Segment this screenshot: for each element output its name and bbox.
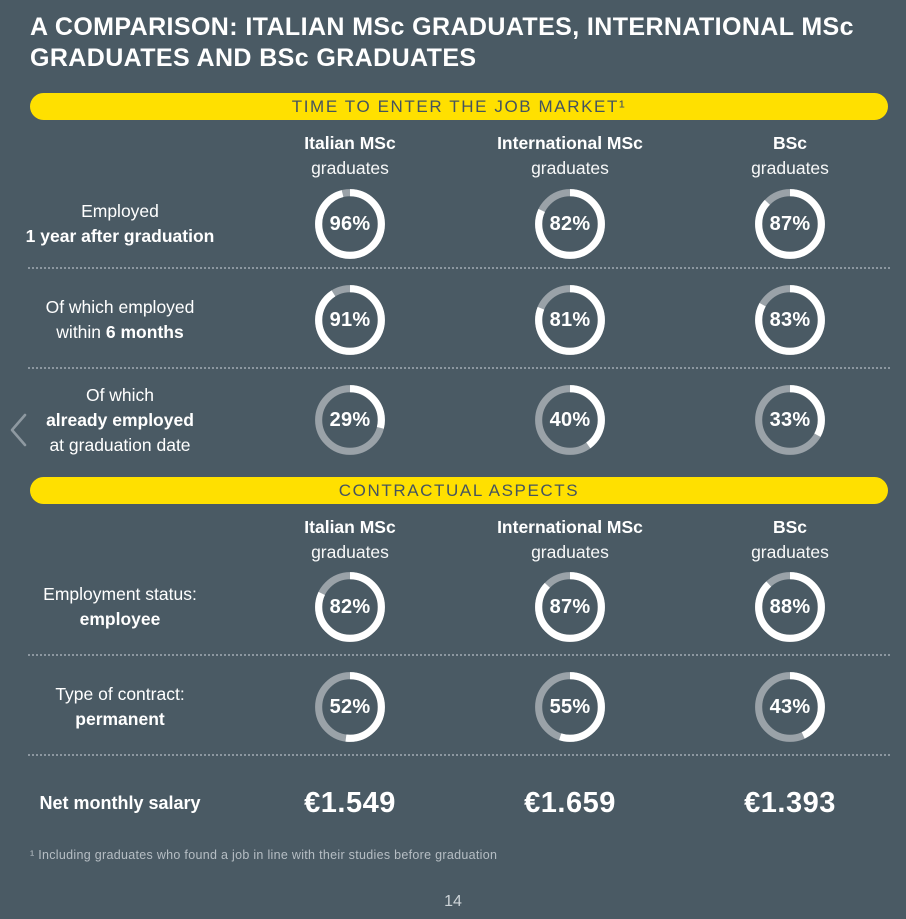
donut-chart: 81% [532, 282, 608, 358]
section-banner-contractual-aspects: CONTRACTUAL ASPECTS [30, 477, 888, 504]
salary-value-international-msc: €1.659 [524, 786, 616, 819]
donut-chart: 40% [532, 382, 608, 458]
column-header-international-msc: International MSc graduates [497, 133, 643, 178]
dotted-divider [28, 267, 890, 269]
chevron-left-icon [10, 413, 27, 447]
donut-percentage: 87% [769, 212, 811, 235]
salary-value-italian-msc: €1.549 [304, 786, 396, 819]
donut-chart: 83% [752, 282, 828, 358]
donut-percentage: 82% [329, 595, 371, 618]
salary-value-bsc: €1.393 [744, 786, 836, 819]
donut-chart: 33% [752, 382, 828, 458]
donut-percentage: 96% [329, 212, 371, 235]
table-row-contract-type: Type of contract: permanent 52% 55% 43% [0, 669, 900, 745]
column-headers: Italian MSc graduates International MSc … [0, 128, 900, 184]
section-banner-time-to-enter: TIME TO ENTER THE JOB MARKET¹ [30, 93, 888, 120]
donut-chart: 87% [752, 186, 828, 262]
column-header-international-msc: International MSc graduates [497, 517, 643, 562]
donut-chart: 87% [532, 569, 608, 645]
page-title: A COMPARISON: ITALIAN MSc GRADUATES, INT… [30, 13, 854, 72]
donut-percentage: 87% [549, 595, 591, 618]
donut-percentage: 83% [769, 308, 811, 331]
column-header-italian-msc: Italian MSc graduates [304, 133, 396, 178]
donut-chart: 88% [752, 569, 828, 645]
table-row-employment-status: Employment status: employee 82% 87% 88% [0, 569, 900, 645]
column-header-bsc: BSc graduates [751, 133, 829, 178]
row-label: Employment status: employee [43, 584, 197, 629]
page-number: 14 [444, 893, 462, 910]
donut-percentage: 55% [549, 695, 591, 718]
donut-percentage: 29% [329, 408, 371, 431]
donut-percentage: 91% [329, 308, 371, 331]
dotted-divider [28, 367, 890, 369]
dotted-divider [28, 654, 890, 656]
donut-chart: 29% [312, 382, 388, 458]
previous-page-chevron[interactable] [6, 411, 30, 449]
column-header-bsc: BSc graduates [751, 517, 829, 562]
donut-percentage: 43% [769, 695, 811, 718]
footnote: ¹ Including graduates who found a job in… [30, 848, 498, 862]
donut-chart: 82% [312, 569, 388, 645]
donut-chart: 82% [532, 186, 608, 262]
donut-chart: 96% [312, 186, 388, 262]
table-row-employed-at-graduation: Of which already employed at graduation … [0, 382, 900, 458]
donut-chart: 43% [752, 669, 828, 745]
row-label: Net monthly salary [39, 792, 201, 813]
donut-chart: 52% [312, 669, 388, 745]
donut-percentage: 40% [549, 408, 591, 431]
donut-chart: 91% [312, 282, 388, 358]
column-headers: Italian MSc graduates International MSc … [0, 512, 900, 568]
donut-percentage: 88% [769, 595, 811, 618]
table-row-net-monthly-salary: Net monthly salary €1.549 €1.659 €1.393 [0, 775, 900, 831]
column-header-italian-msc: Italian MSc graduates [304, 517, 396, 562]
donut-percentage: 81% [549, 308, 591, 331]
table-row-employed-1-year: Employed 1 year after graduation 96% 82%… [0, 186, 900, 262]
donut-percentage: 82% [549, 212, 591, 235]
table-row-employed-6-months: Of which employed within 6 months 91% 81… [0, 282, 900, 358]
donut-percentage: 52% [329, 695, 371, 718]
donut-percentage: 33% [769, 408, 811, 431]
row-label: Of which employed within 6 months [45, 297, 195, 342]
row-label: Of which already employed at graduation … [46, 384, 194, 455]
row-label: Employed 1 year after graduation [25, 201, 215, 246]
row-label: Type of contract: permanent [55, 684, 185, 729]
donut-chart: 55% [532, 669, 608, 745]
dotted-divider [28, 754, 890, 756]
